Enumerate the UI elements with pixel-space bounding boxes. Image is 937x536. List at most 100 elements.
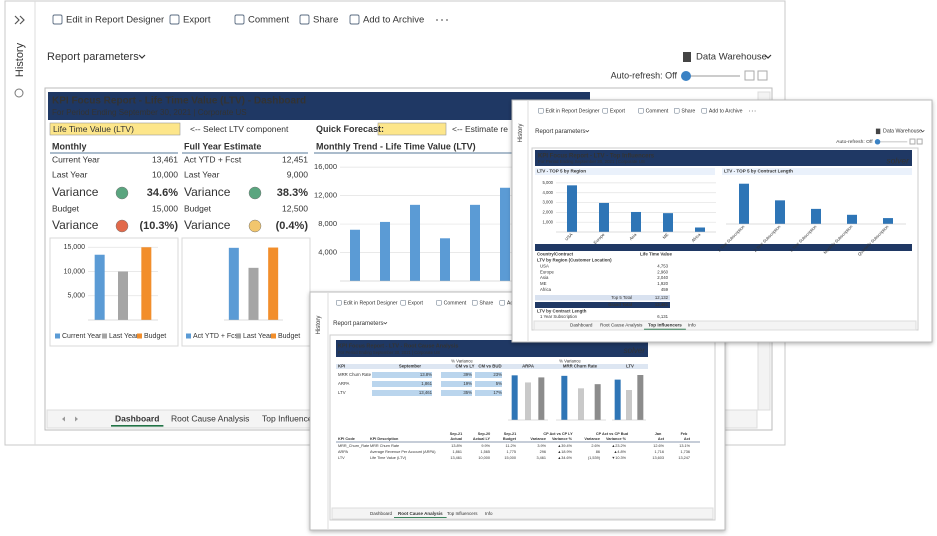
toolbar-button[interactable]: Comment — [444, 300, 467, 306]
toolbar-icon[interactable] — [436, 300, 442, 306]
toolbar-icon[interactable] — [472, 300, 478, 306]
toolbar-button[interactable]: Share — [479, 300, 493, 306]
table-header: Feb — [681, 432, 688, 436]
toolbar-icon[interactable] — [336, 300, 342, 306]
table-cell: 13,247 — [678, 456, 690, 460]
sheet-tab[interactable]: Dashboard — [570, 323, 593, 328]
toolbar-button[interactable]: Export — [183, 15, 211, 26]
legend-swatch — [137, 333, 142, 339]
y-tick-label: 15,000 — [64, 244, 86, 251]
toolbar-button[interactable]: Share — [681, 108, 695, 114]
kpi-value: 13,461 — [152, 154, 178, 164]
report-title: KPI Focus Report - Life Time Value (LTV)… — [52, 96, 306, 107]
toolbar-icon[interactable] — [538, 108, 544, 114]
caret — [764, 54, 772, 59]
slider-knob[interactable] — [874, 139, 881, 145]
status-indicator — [115, 186, 129, 200]
sheet-tab[interactable]: Info — [688, 323, 696, 328]
toolbar-button[interactable]: Export — [408, 300, 424, 306]
selector-value[interactable]: Life Time Value (LTV) — [53, 124, 134, 134]
y-tick-label: 4,000 — [318, 248, 337, 257]
table-cell: 1,775 — [506, 450, 516, 454]
table-cell: LTV — [338, 390, 346, 395]
sheet-tab[interactable]: Root Cause Analysis — [600, 323, 643, 328]
data-source[interactable]: Data Warehouse — [696, 52, 767, 63]
bar — [594, 384, 601, 420]
table-cell: 13,461 — [450, 456, 462, 460]
toolbar-icon[interactable] — [234, 14, 245, 25]
cell-background — [441, 381, 472, 387]
toolbar-button[interactable]: Comment — [646, 108, 669, 114]
grid-icon[interactable] — [757, 70, 768, 81]
table-cell: ARPA — [338, 381, 350, 386]
toolbar-icon[interactable] — [602, 108, 608, 114]
toolbar-icon[interactable] — [638, 108, 644, 114]
more-icon[interactable] — [436, 19, 438, 21]
forecast-box[interactable] — [377, 122, 447, 136]
more-icon[interactable] — [446, 19, 448, 21]
table-header: Act — [658, 437, 665, 441]
toolbar-button[interactable]: Comment — [248, 15, 290, 26]
status-indicator — [248, 219, 262, 233]
sheet-tab[interactable]: Info — [485, 511, 493, 516]
table-cell: 13,461 — [419, 390, 433, 395]
toolbar-button[interactable]: Share — [313, 15, 338, 26]
cell-background — [475, 381, 502, 387]
cell-background — [372, 381, 432, 387]
toolbar-button[interactable]: Edit in Report Designer — [546, 108, 600, 114]
history-icon[interactable] — [14, 88, 24, 98]
more-icon[interactable] — [749, 110, 751, 112]
y-tick-label: 8,000 — [318, 219, 337, 228]
report-parameters[interactable]: Report parameters — [333, 321, 383, 327]
slider-knob[interactable] — [681, 71, 691, 81]
more-icon[interactable] — [754, 110, 756, 112]
more-icon[interactable] — [751, 110, 753, 112]
table-cell: Europe — [540, 269, 554, 274]
popout-icon[interactable] — [744, 70, 755, 81]
toolbar-icon[interactable] — [400, 300, 406, 306]
report-title: KPI Focus Report - LTV - Root Cause Anal… — [338, 343, 458, 349]
toolbar-button[interactable]: Edit in Report Designer — [66, 15, 164, 26]
popout-icon[interactable] — [909, 138, 916, 145]
group-label: % Variance — [451, 359, 473, 364]
sheet-tab[interactable]: Top Influencers — [648, 323, 682, 328]
bar — [525, 382, 531, 420]
sheet-tab[interactable]: Top Influencers — [447, 511, 478, 516]
table-cell: 5% — [496, 381, 502, 386]
toolbar-button[interactable]: Edit in Report Designer — [344, 300, 398, 306]
more-icon[interactable] — [441, 19, 443, 21]
table-cell: 1,716 — [654, 450, 664, 454]
toolbar-button[interactable]: Add to Archive — [709, 108, 743, 114]
table-header: Country/Contract — [537, 252, 574, 257]
toolbar-icon[interactable] — [299, 14, 310, 25]
toolbar-icon[interactable] — [52, 14, 63, 25]
toolbar-icon[interactable] — [169, 14, 180, 25]
selector-box[interactable] — [49, 122, 181, 136]
sheet-tab[interactable]: Dashboard — [370, 511, 393, 516]
kpi-label: Variance — [184, 185, 231, 199]
report-parameters[interactable]: Report parameters — [535, 129, 585, 135]
x-tick-label: Asia — [628, 231, 638, 241]
toolbar-button[interactable]: Export — [610, 108, 626, 114]
table-header: CM vs BUD — [478, 364, 501, 369]
report-parameters[interactable]: Report parameters — [47, 51, 139, 63]
toolbar-icon[interactable] — [674, 108, 680, 114]
table-header: Sep-21 — [450, 432, 462, 436]
toolbar-button[interactable]: Add to Archive — [363, 15, 424, 26]
table-cell: 13.1% — [679, 444, 690, 448]
toolbar-icon[interactable] — [499, 300, 505, 306]
toolbar-icon[interactable] — [349, 14, 360, 25]
data-source[interactable]: Data Warehouse — [883, 129, 922, 135]
toolbar-icon[interactable] — [701, 108, 707, 114]
bar — [663, 213, 673, 232]
sheet-tab[interactable]: Top Influence — [262, 413, 313, 423]
grid-icon[interactable] — [916, 138, 923, 145]
sheet-tab[interactable]: Root Cause Analysis — [398, 511, 443, 516]
expand-icon[interactable] — [14, 15, 25, 25]
kpi-value: (0.4%) — [276, 220, 309, 232]
table-cell: 1,861 — [452, 450, 462, 454]
sheet-tab[interactable]: Dashboard — [115, 413, 159, 423]
database-icon — [875, 128, 881, 135]
sheet-tab[interactable]: Root Cause Analysis — [171, 413, 249, 423]
